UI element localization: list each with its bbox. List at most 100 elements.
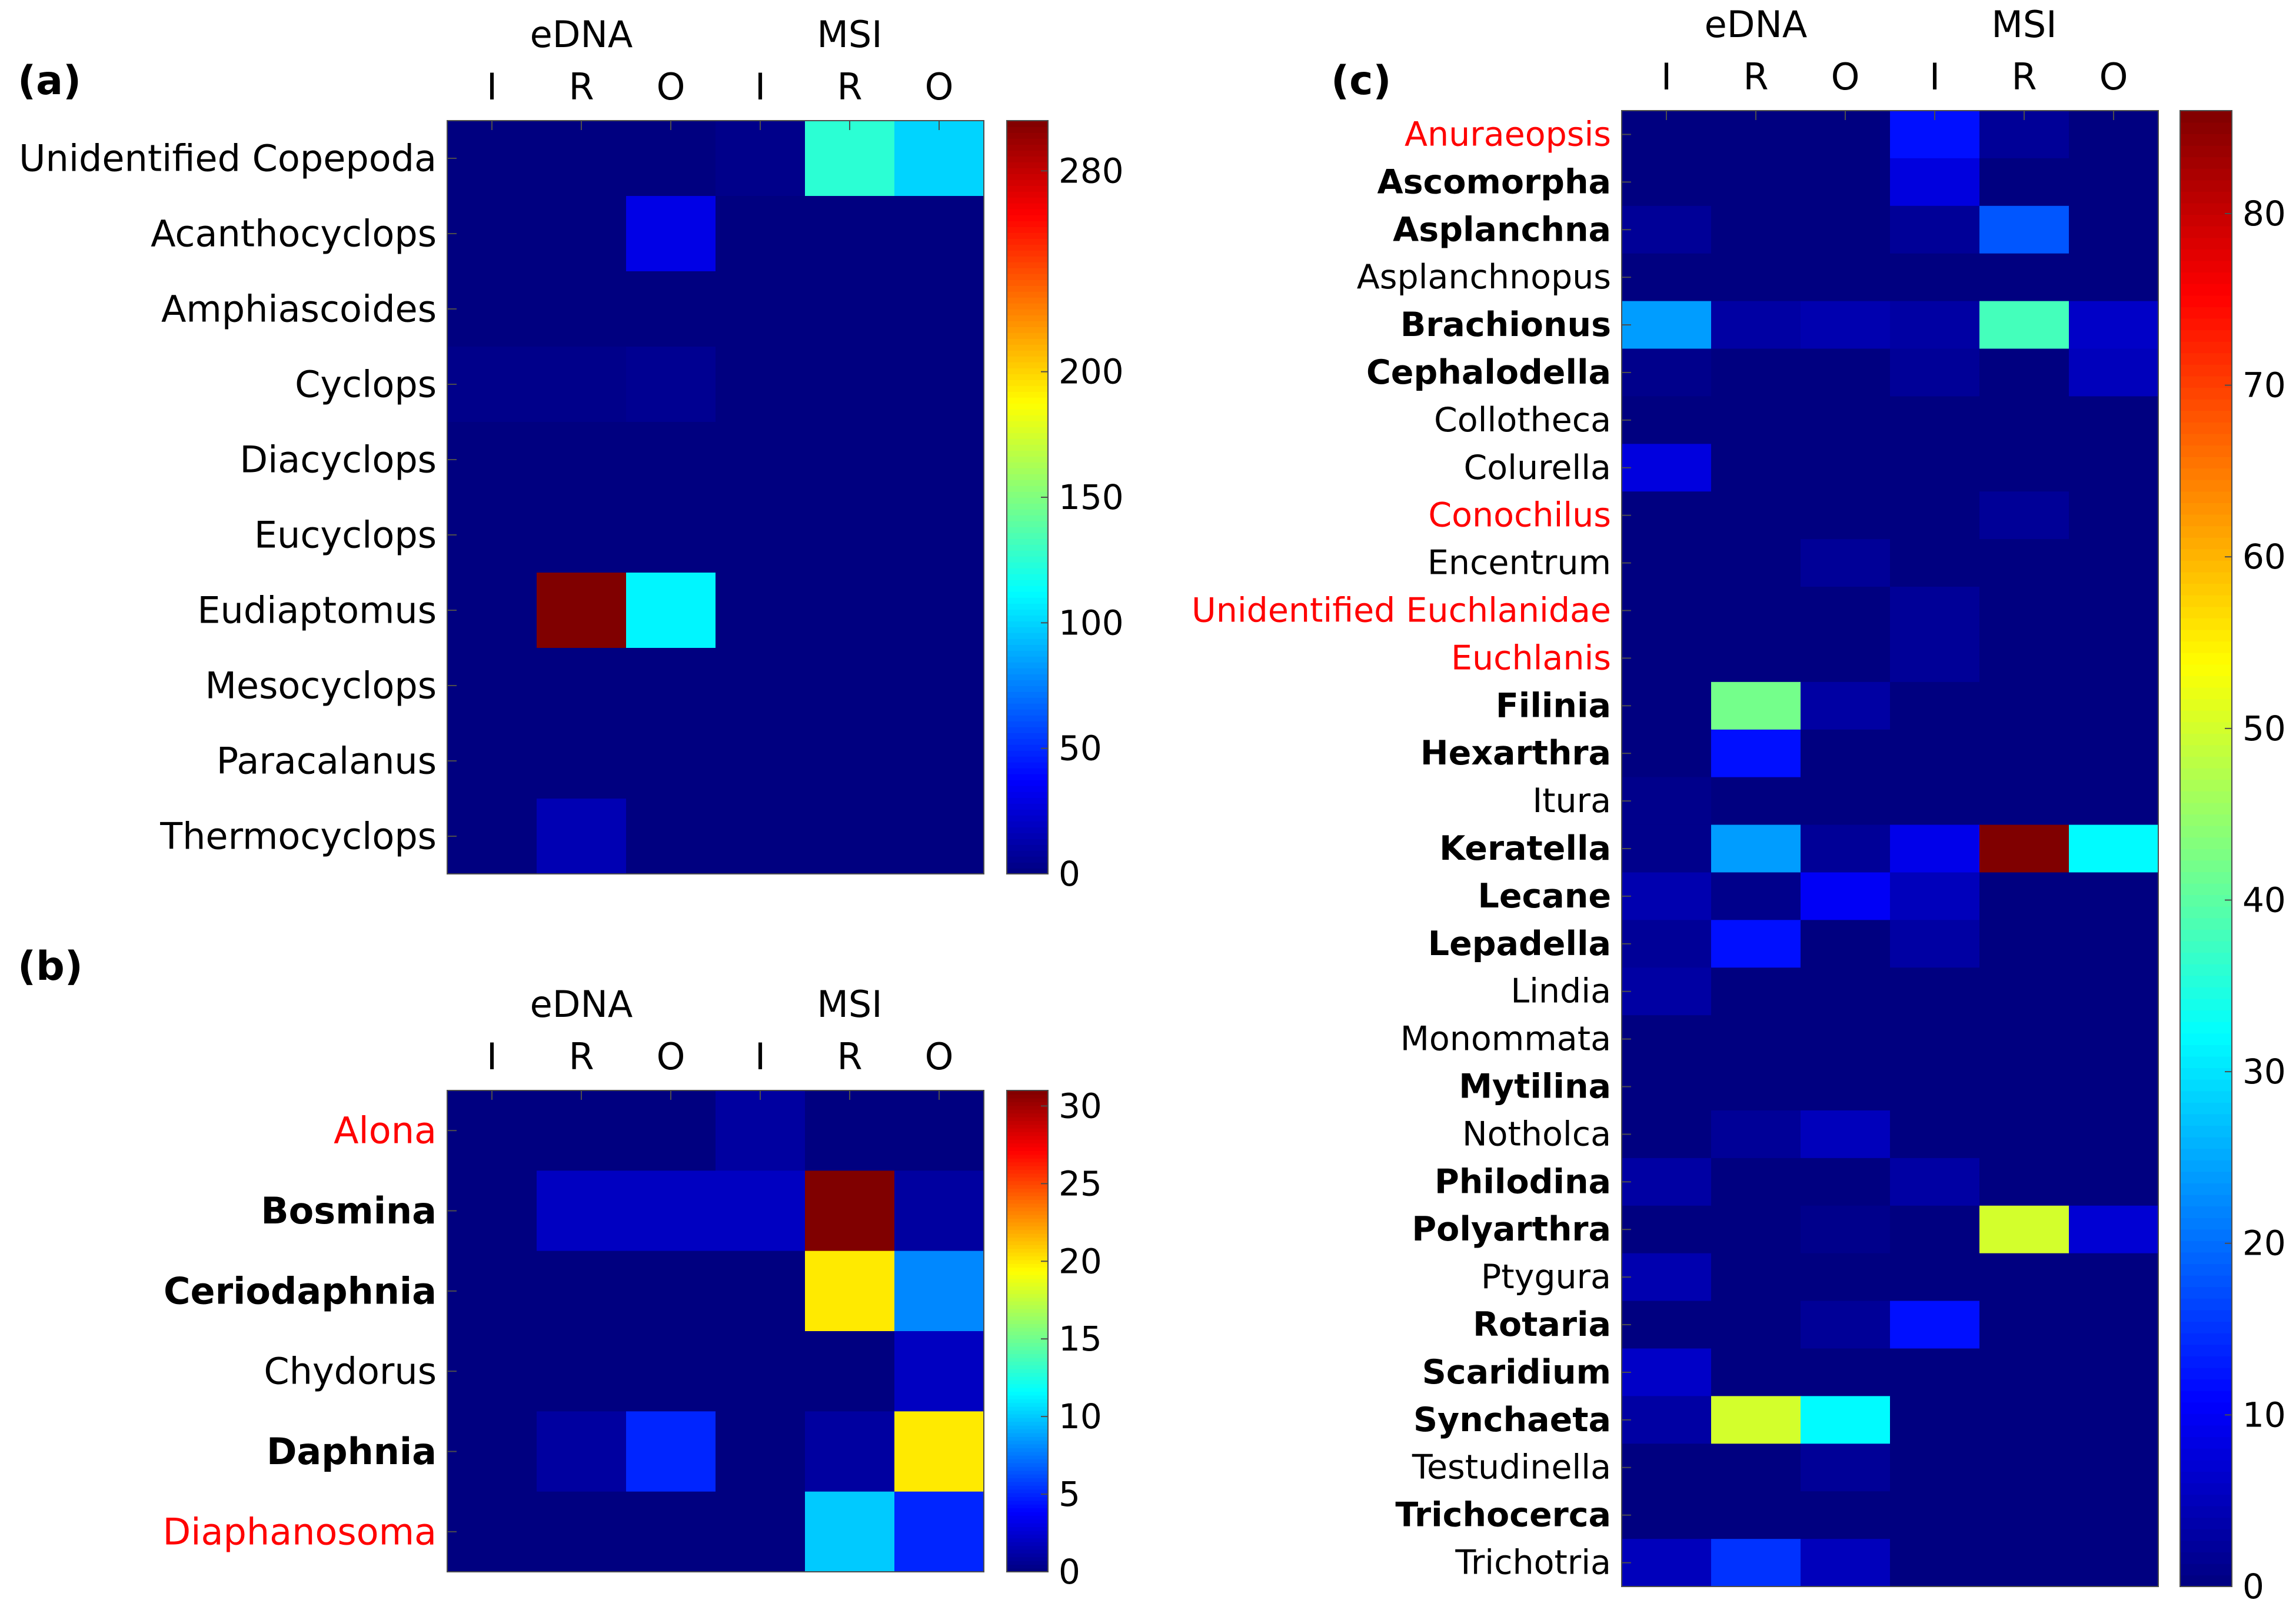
colorbar-segment — [1007, 1214, 1048, 1219]
colorbar-segment — [2180, 537, 2232, 550]
heatmap-cell — [1979, 253, 2069, 302]
heatmap-cell — [1979, 1396, 2069, 1444]
colorbar-segment — [1007, 1508, 1048, 1512]
colorbar-segment — [2180, 134, 2232, 146]
colorbar-segment — [2180, 168, 2232, 181]
row-label: Asplanchnopus — [1357, 258, 1611, 297]
colorbar-segment — [1007, 1331, 1048, 1336]
heatmap-cell — [1801, 634, 1891, 683]
colorbar-segment — [1007, 709, 1048, 716]
colorbar-segment — [1007, 509, 1048, 516]
heatmap-cell — [1622, 681, 1712, 730]
colorbar-segment — [1007, 1233, 1048, 1238]
heatmap-cell — [894, 648, 984, 724]
colorbar-segment — [1007, 1515, 1048, 1520]
heatmap-cell — [1979, 729, 2069, 778]
colorbar-segment — [2180, 952, 2232, 965]
row-label: Euchlanis — [1451, 638, 1611, 677]
heatmap-cell — [1622, 824, 1712, 873]
colorbar-segment — [1007, 1466, 1048, 1471]
colorbar-segment — [2180, 272, 2232, 284]
heatmap-cell — [1711, 1205, 1801, 1254]
heatmap-cell — [537, 422, 627, 498]
heatmap-cell — [1979, 634, 2069, 683]
colorbar-segment — [1007, 1094, 1048, 1099]
heatmap-cell — [2069, 1110, 2159, 1159]
column-label: O — [2099, 55, 2128, 98]
colorbar-segment — [1007, 1387, 1048, 1392]
colorbar-segment — [1007, 1399, 1048, 1404]
colorbar-segment — [1007, 562, 1048, 568]
colorbar-segment — [1007, 844, 1048, 851]
heatmap-cell — [716, 1491, 806, 1572]
row-label: Chydorus — [264, 1350, 437, 1393]
colorbar-segment — [2180, 387, 2232, 400]
colorbar-segment — [1007, 227, 1048, 233]
colorbar-segment — [1007, 1444, 1048, 1448]
colorbar-segment — [1007, 338, 1048, 345]
colorbar-segment — [1007, 1278, 1048, 1283]
heatmap-cell — [1979, 1491, 2069, 1539]
heatmap-cell — [1979, 158, 2069, 207]
colorbar-segment — [1007, 162, 1048, 168]
heatmap-cell — [1890, 634, 1980, 683]
heatmap-cell — [626, 1251, 716, 1332]
colorbar-segment — [1007, 1436, 1048, 1441]
colorbar-segment — [1007, 1323, 1048, 1328]
colorbar-segment — [2180, 1390, 2232, 1403]
heatmap-cell — [2069, 634, 2159, 683]
colorbar-segment — [1007, 1316, 1048, 1321]
colorbar-segment — [2180, 352, 2232, 365]
colorbar-segment — [1007, 1308, 1048, 1313]
heatmap-cell — [1979, 1301, 2069, 1349]
colorbar-segment — [1007, 1256, 1048, 1261]
heatmap-cell — [1711, 491, 1801, 540]
colorbar-segment — [2180, 975, 2232, 987]
heatmap-cell — [1711, 1301, 1801, 1349]
colorbar-segment — [1007, 1538, 1048, 1542]
heatmap-cell — [805, 271, 895, 347]
colorbar-segment — [1007, 815, 1048, 822]
colorbar-segment — [1007, 1319, 1048, 1325]
colorbar-segment — [1007, 686, 1048, 692]
heatmap-cell — [1711, 1539, 1801, 1587]
colorbar-segment — [2180, 883, 2232, 896]
heatmap-cell — [894, 121, 984, 197]
column-label: R — [568, 65, 594, 108]
colorbar-segment — [1007, 215, 1048, 221]
colorbar-segment — [1007, 1301, 1048, 1306]
row-label: Brachionus — [1400, 305, 1611, 344]
colorbar-segment — [1007, 362, 1048, 368]
colorbar-segment — [1007, 521, 1048, 527]
heatmap-cell — [1622, 587, 1712, 635]
colorbar-segment — [1007, 221, 1048, 227]
heatmap-cell — [1979, 1205, 2069, 1254]
heatmap-cell — [537, 573, 627, 648]
heatmap-cell — [1890, 1348, 1980, 1396]
heatmap-cell — [1622, 1063, 1712, 1111]
colorbar-segment — [1007, 1564, 1048, 1569]
colorbar-segment — [2180, 1045, 2232, 1057]
colorbar-segment — [1007, 1113, 1048, 1118]
colorbar-segment — [1007, 591, 1048, 598]
heatmap-cell — [2069, 1253, 2159, 1302]
plot-frame — [447, 1090, 984, 1572]
heatmap-cell — [1890, 539, 1980, 587]
colorbar-segment — [1007, 374, 1048, 380]
colorbar-segment — [2180, 1275, 2232, 1288]
colorbar-segment — [1007, 515, 1048, 521]
heatmap-cell — [1979, 1444, 2069, 1492]
heatmap-cell — [1801, 158, 1891, 207]
heatmap-cell — [1622, 777, 1712, 826]
colorbar-segment — [2180, 1321, 2232, 1333]
heatmap-cell — [1711, 1063, 1801, 1111]
colorbar-segment — [1007, 1489, 1048, 1494]
colorbar-segment — [1007, 727, 1048, 733]
colorbar-segment — [2180, 283, 2232, 296]
heatmap-cell — [537, 347, 627, 423]
heatmap-cell — [1711, 539, 1801, 587]
heatmap-cell — [626, 347, 716, 423]
heatmap-cell — [1622, 205, 1712, 254]
heatmap-cell — [537, 1170, 627, 1252]
colorbar-segment — [1007, 174, 1048, 180]
